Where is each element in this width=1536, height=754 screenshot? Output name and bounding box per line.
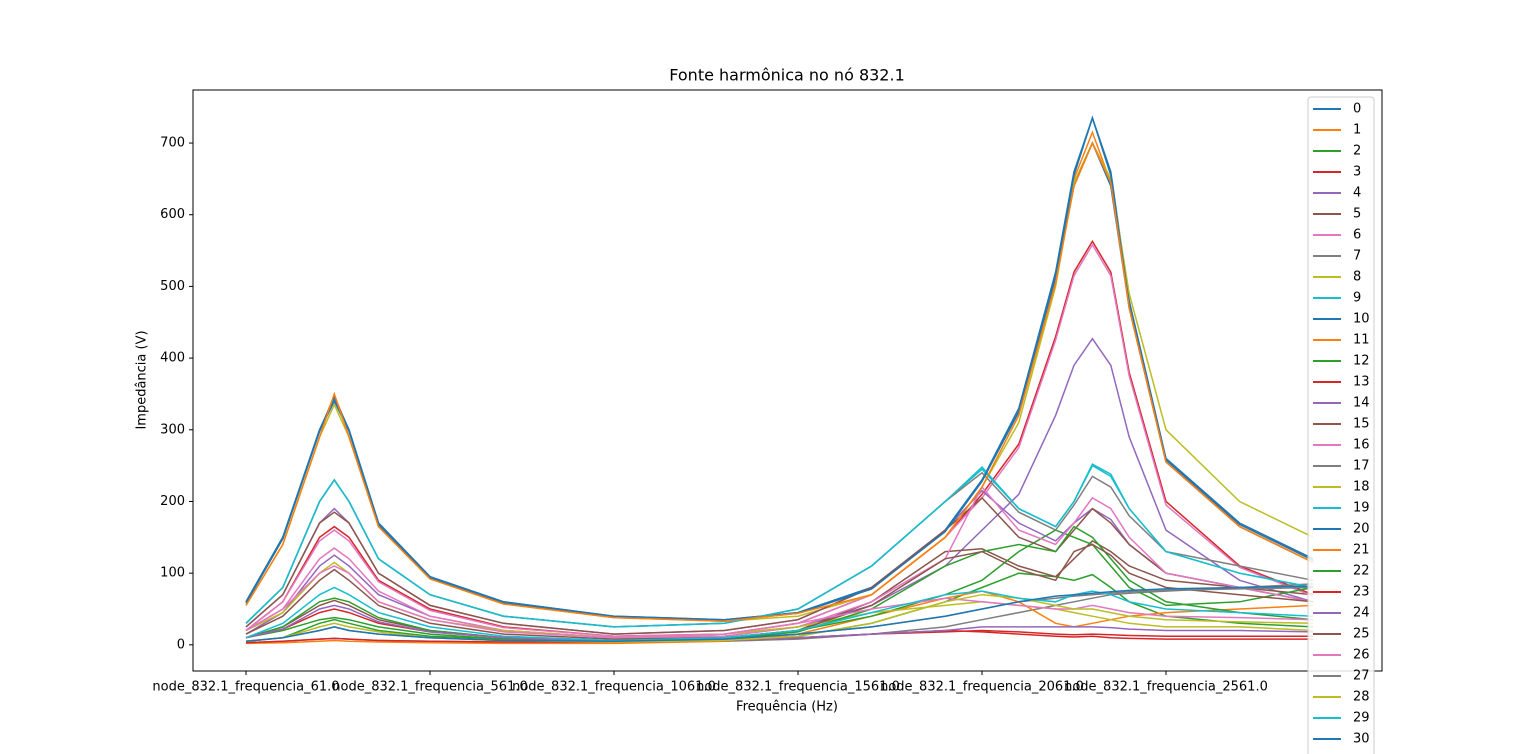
- series-line: [245, 572, 1314, 643]
- series-line: [245, 130, 1314, 622]
- legend-label: 12: [1353, 354, 1370, 369]
- legend-label: 2: [1353, 144, 1361, 159]
- legend-label: 22: [1353, 564, 1370, 579]
- legend-label: 25: [1353, 627, 1370, 642]
- plot-frame: [192, 89, 1383, 672]
- legend-label: 20: [1353, 522, 1370, 537]
- y-axis-label: Impedância (V): [135, 330, 150, 429]
- series-line: [245, 565, 1314, 639]
- series-line: [245, 485, 1314, 639]
- series-line: [245, 585, 1314, 643]
- y-tick-label: 600: [160, 207, 185, 222]
- series-line: [245, 529, 1314, 643]
- chart-title: Fonte harmônica no nó 832.1: [669, 66, 905, 85]
- series-line: [245, 141, 1314, 622]
- y-tick-label: 0: [177, 637, 185, 652]
- legend-label: 7: [1353, 249, 1361, 264]
- x-axis-label: Frequência (Hz): [736, 700, 838, 715]
- legend-label: 5: [1353, 207, 1361, 222]
- series-line: [245, 593, 1314, 643]
- legend-label: 18: [1353, 480, 1370, 495]
- legend-label: 29: [1353, 711, 1370, 726]
- legend-label: 9: [1353, 291, 1361, 306]
- legend-label: 0: [1353, 102, 1361, 117]
- legend-label: 4: [1353, 186, 1361, 201]
- series-line: [245, 464, 1314, 628]
- legend-label: 23: [1353, 585, 1370, 600]
- legend-label: 15: [1353, 417, 1370, 432]
- legend-label: 16: [1353, 438, 1370, 453]
- legend-label: 19: [1353, 501, 1370, 516]
- legend-label: 28: [1353, 690, 1370, 705]
- y-tick-label: 400: [160, 351, 185, 366]
- y-tick-label: 700: [160, 136, 185, 151]
- series-line: [245, 604, 1314, 643]
- y-tick-label: 500: [160, 279, 185, 294]
- legend-label: 30: [1353, 732, 1370, 747]
- series-line: [245, 543, 1314, 640]
- series-line: [245, 525, 1314, 643]
- legend-label: 17: [1353, 459, 1370, 474]
- legend-label: 8: [1353, 270, 1361, 285]
- x-tick-label: node_832.1_frequencia_1561.0: [696, 680, 900, 695]
- x-tick-label: node_832.1_frequencia_2061.0: [880, 680, 1084, 695]
- legend-label: 24: [1353, 606, 1370, 621]
- x-tick-label: node_832.1_frequencia_61.0: [152, 680, 339, 695]
- series-line: [245, 115, 1314, 622]
- x-tick-label: node_832.1_frequencia_1061.0: [512, 680, 716, 695]
- legend-label: 14: [1353, 396, 1370, 411]
- series-line: [245, 141, 1314, 622]
- series-line: [245, 239, 1314, 637]
- legend: 0123456789101112131415161718192021222324…: [1307, 96, 1375, 754]
- y-tick-label: 100: [160, 566, 185, 581]
- y-tick-label: 200: [160, 494, 185, 509]
- legend-label: 21: [1353, 543, 1370, 558]
- legend-label: 3: [1353, 165, 1361, 180]
- series-line: [245, 496, 1314, 635]
- legend-label: 27: [1353, 669, 1370, 684]
- series-line: [245, 586, 1314, 642]
- legend-label: 13: [1353, 375, 1370, 390]
- legend-label: 6: [1353, 228, 1361, 243]
- legend-label: 10: [1353, 312, 1370, 327]
- series-line: [245, 115, 1314, 621]
- x-tick-label: node_832.1_frequencia_2561.0: [1064, 680, 1268, 695]
- series-line: [245, 463, 1314, 628]
- legend-box: [1307, 96, 1375, 754]
- x-tick-label: node_832.1_frequencia_561.0: [332, 680, 527, 695]
- y-tick-label: 300: [160, 422, 185, 437]
- legend-label: 11: [1353, 333, 1370, 348]
- legend-label: 26: [1353, 648, 1370, 663]
- legend-label: 1: [1353, 123, 1361, 138]
